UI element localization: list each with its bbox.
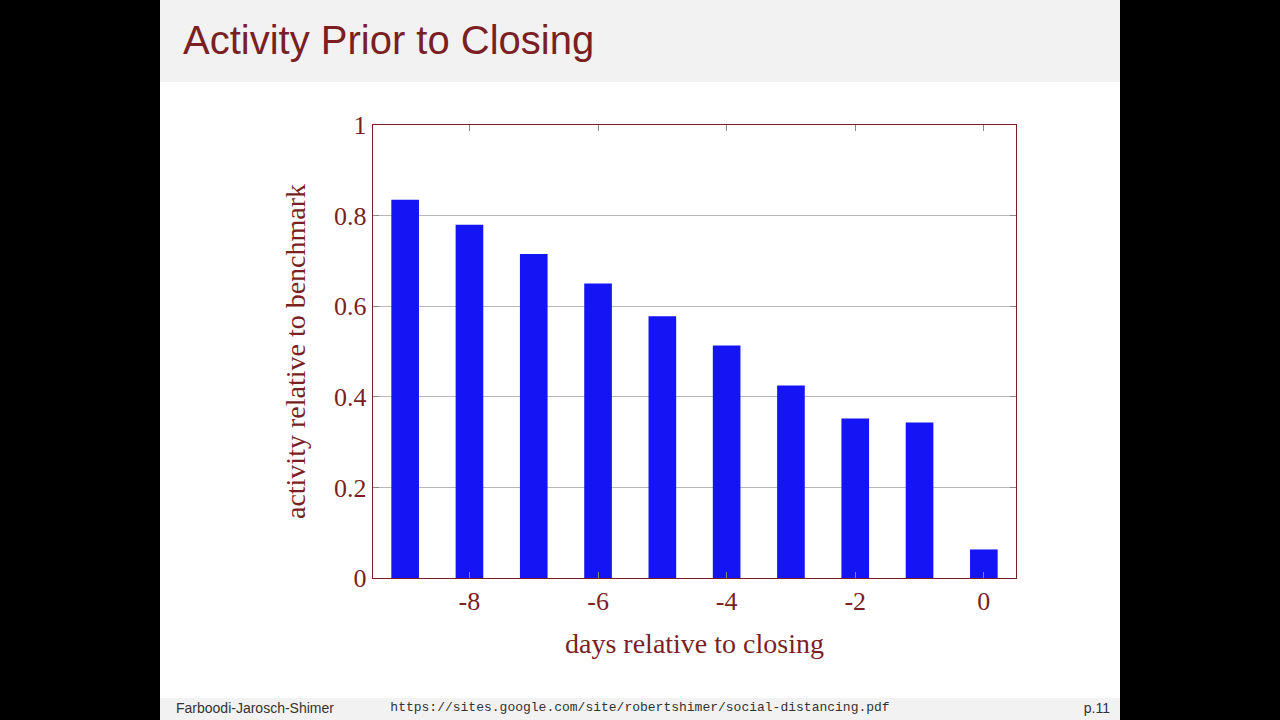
- html-text:Activity Prior to Closing: Activity Prior to Closing: [183, 18, 595, 62]
- svg-text:-4: -4: [716, 587, 738, 616]
- html-text:https://sites.google.com/site/: https://sites.google.com/site/robertshim…: [390, 700, 890, 715]
- svg-text:0: 0: [354, 564, 367, 593]
- svg-text:-6: -6: [587, 587, 609, 616]
- html-text:Farboodi-Jarosch-Shimer: Farboodi-Jarosch-Shimer: [176, 700, 334, 716]
- svg-text:activity relative to benchmark: activity relative to benchmark: [280, 184, 311, 519]
- svg-text:0.8: 0.8: [334, 202, 367, 231]
- svg-text:0.4: 0.4: [334, 383, 367, 412]
- svg-text:days relative to closing: days relative to closing: [565, 628, 824, 659]
- svg-text:0.6: 0.6: [334, 292, 367, 321]
- svg-text:0.2: 0.2: [334, 474, 367, 503]
- svg-text:-8: -8: [459, 587, 481, 616]
- svg-text:1: 1: [354, 111, 367, 140]
- svg-text:0: 0: [977, 587, 990, 616]
- svg-text:-2: -2: [844, 587, 866, 616]
- html-text:p.11: p.11: [1083, 700, 1110, 716]
